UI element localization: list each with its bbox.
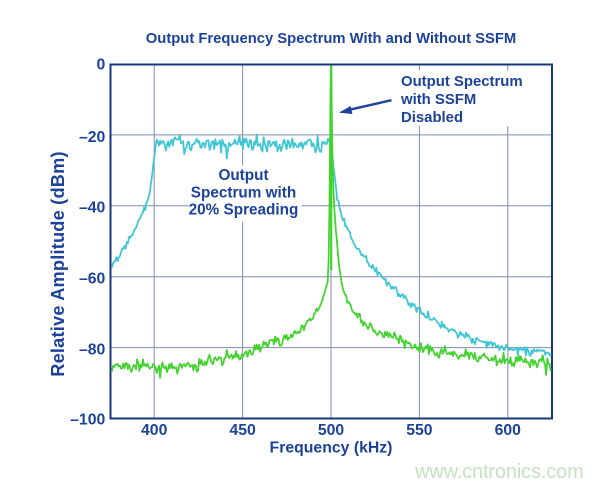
svg-text:600: 600 <box>495 422 522 439</box>
svg-text:550: 550 <box>406 422 433 439</box>
svg-text:–100: –100 <box>70 411 105 428</box>
svg-text:20% Spreading: 20% Spreading <box>189 202 299 219</box>
svg-text:Frequency (kHz): Frequency (kHz) <box>270 440 393 457</box>
svg-text:Output Frequency Spectrum With: Output Frequency Spectrum With and Witho… <box>146 31 516 47</box>
svg-text:400: 400 <box>141 422 168 439</box>
svg-text:Relative Amplitude (dBm): Relative Amplitude (dBm) <box>48 151 68 376</box>
svg-text:with SSFM: with SSFM <box>400 92 476 108</box>
svg-text:0: 0 <box>97 57 106 74</box>
svg-text:–80: –80 <box>79 342 106 359</box>
svg-text:–20: –20 <box>79 129 106 146</box>
svg-text:–40: –40 <box>79 200 106 217</box>
svg-text:500: 500 <box>318 422 345 439</box>
svg-text:Spectrum with: Spectrum with <box>191 185 296 202</box>
svg-text:www.cntronics.com: www.cntronics.com <box>414 461 584 483</box>
svg-text:Output: Output <box>218 167 268 184</box>
svg-text:Output Spectrum: Output Spectrum <box>401 74 523 90</box>
svg-text:Disabled: Disabled <box>401 110 463 126</box>
svg-text:450: 450 <box>229 422 256 439</box>
svg-text:–60: –60 <box>79 271 106 288</box>
